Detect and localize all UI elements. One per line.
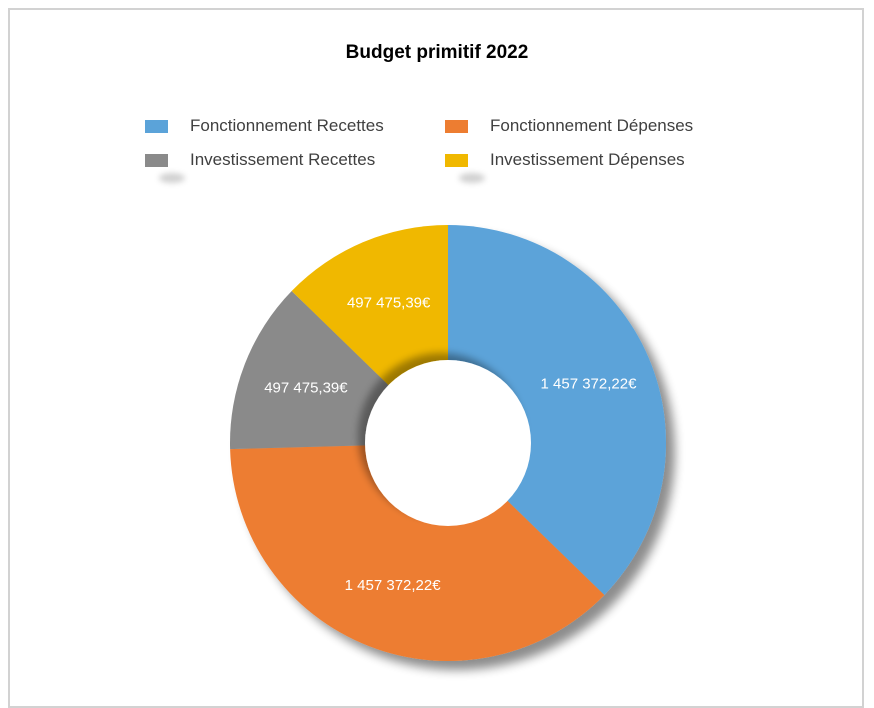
legend-label-fonctionnement-depenses: Fonctionnement Dépenses	[490, 116, 694, 135]
legend-item-investissement-recettes: Investissement Recettes	[145, 150, 375, 170]
slice-label-fonctionnement-depenses: 1 457 372,22€	[345, 577, 442, 594]
legend-label-investissement-recettes: Investissement Recettes	[190, 150, 376, 169]
legend-swatch-investissement-recettes	[145, 153, 168, 167]
donut-hole	[365, 360, 531, 526]
legend-item-fonctionnement-depenses: Fonctionnement Dépenses	[445, 116, 693, 136]
legend-swatch-shadow	[159, 173, 185, 183]
slice-label-investissement-depenses: 497 475,39€	[347, 295, 431, 312]
chart-title: Budget primitif 2022	[345, 42, 529, 63]
legend-swatch-fonctionnement-recettes	[145, 119, 168, 133]
slice-fonctionnement-depenses	[230, 443, 605, 661]
legend-label-fonctionnement-recettes: Fonctionnement Recettes	[190, 116, 384, 135]
legend-swatch-shadow	[459, 173, 485, 183]
legend-swatch-investissement-depenses	[445, 153, 468, 167]
legend-swatch-fonctionnement-depenses	[445, 119, 468, 133]
donut-labels: 1 457 372,22€ 1 457 372,22€ 497 475,39€ 497…	[264, 295, 637, 595]
legend-label-investissement-depenses: Investissement Dépenses	[490, 150, 685, 169]
legend-item-fonctionnement-recettes: Fonctionnement Recettes	[145, 116, 384, 136]
slice-label-investissement-recettes: 497 475,39€	[264, 380, 348, 397]
slice-fonctionnement-recettes	[448, 225, 666, 595]
legend-item-investissement-depenses: Investissement Dépenses	[445, 150, 685, 170]
slice-label-fonctionnement-recettes: 1 457 372,22€	[541, 376, 638, 393]
donut-slices	[229, 225, 666, 661]
